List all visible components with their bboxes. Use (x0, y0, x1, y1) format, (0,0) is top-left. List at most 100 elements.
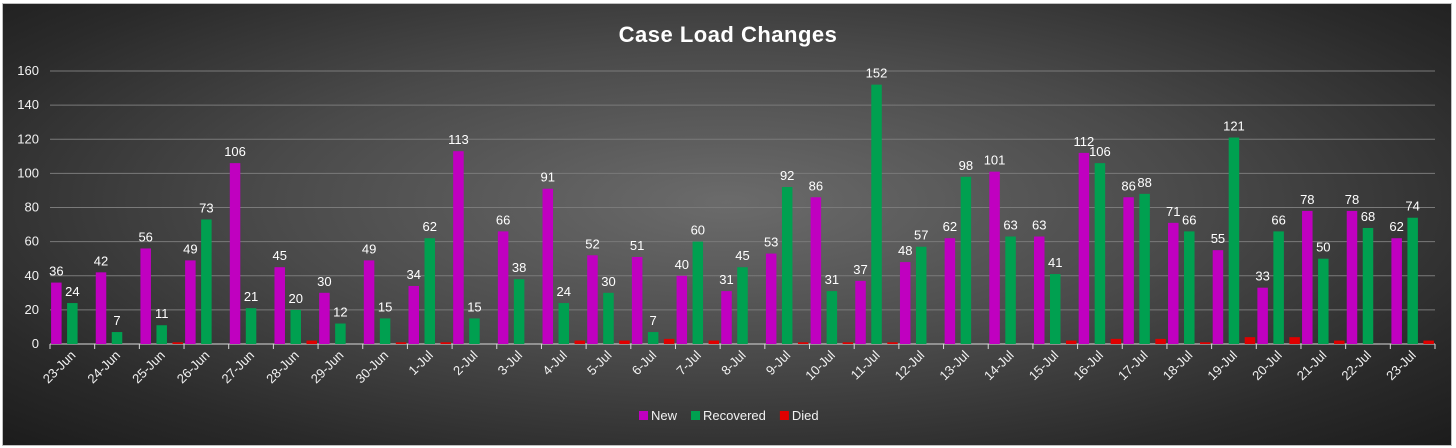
data-label: 60 (691, 223, 705, 238)
bar-recovered (871, 84, 882, 345)
x-tick-label: 6-Jul (629, 347, 660, 378)
bar-new (1033, 236, 1045, 344)
data-label: 57 (914, 228, 928, 243)
bar-died (797, 342, 809, 344)
bar-new (587, 255, 598, 344)
y-tick-label: 40 (25, 268, 39, 283)
data-label: 49 (183, 241, 197, 256)
bar-chart: Case Load Changes 020406080100120140160 … (17, 22, 1436, 423)
legend-swatch-new (639, 411, 648, 420)
x-tick-label: 10-Jul (802, 347, 838, 383)
data-label: 34 (407, 267, 421, 282)
bar-died (1334, 340, 1345, 344)
x-tick-label: 12-Jul (892, 347, 928, 383)
data-label: 24 (65, 284, 79, 299)
bar-recovered (692, 241, 704, 344)
bar-died (1155, 338, 1166, 344)
bar-recovered (737, 267, 748, 344)
data-label: 66 (1271, 212, 1285, 227)
y-tick-label: 120 (17, 131, 39, 146)
x-tick-label: 14-Jul (981, 347, 1017, 383)
data-label: 30 (601, 274, 615, 289)
data-label: 63 (1032, 218, 1046, 233)
y-axis-ticks: 0 20 40 60 80 100 120 140 160 (17, 63, 39, 351)
x-tick-label: 22-Jul (1338, 347, 1374, 383)
data-label: 38 (512, 260, 526, 275)
data-label: 15 (467, 299, 481, 314)
data-label: 113 (448, 132, 469, 147)
data-label: 78 (1345, 192, 1359, 207)
bar-died (1289, 337, 1300, 344)
data-label: 31 (825, 272, 839, 287)
bar-recovered (201, 219, 212, 344)
x-tick-label: 27-Jun (218, 348, 257, 387)
bar-new (363, 260, 375, 344)
data-label: 11 (155, 306, 169, 321)
data-label: 50 (1316, 240, 1330, 255)
bar-new (1168, 222, 1179, 344)
data-label: 20 (288, 291, 302, 306)
bar-died (574, 340, 586, 344)
data-label: 152 (866, 66, 888, 81)
bar-recovered (558, 303, 570, 344)
bar-new (899, 262, 911, 344)
bar-new (229, 163, 241, 344)
data-label: 66 (1182, 212, 1196, 227)
data-label: 66 (496, 212, 510, 227)
x-tick-label: 23-Jun (40, 348, 79, 387)
bar-new (1212, 250, 1224, 344)
bar-new (408, 285, 420, 344)
bar-died (306, 340, 317, 344)
bar-recovered (826, 291, 838, 344)
bar-new (140, 248, 151, 344)
bar-recovered (111, 332, 123, 344)
data-label: 74 (1405, 199, 1419, 214)
x-tick-label: 4-Jul (539, 347, 570, 378)
x-tick-label: 20-Jul (1249, 347, 1285, 383)
bar-died (395, 342, 407, 344)
data-label: 112 (1074, 134, 1095, 149)
data-label: 92 (780, 168, 794, 183)
data-label: 86 (809, 178, 823, 193)
bar-recovered (290, 309, 301, 344)
y-tick-label: 80 (25, 200, 39, 215)
bar-died (1200, 342, 1211, 344)
bar-new (453, 151, 464, 344)
bar-recovered (335, 323, 346, 344)
chart-title: Case Load Changes (619, 22, 838, 47)
data-label: 101 (984, 153, 1006, 168)
bar-recovered (245, 308, 257, 344)
data-label: 49 (362, 241, 376, 256)
bar-died (1065, 340, 1077, 344)
x-tick-label: 11-Jul (848, 347, 883, 382)
data-label: 106 (1089, 144, 1111, 159)
data-label: 12 (333, 305, 347, 320)
x-tick-label: 17-Jul (1115, 347, 1151, 383)
data-label: 121 (1223, 119, 1245, 134)
x-tick-label: 26-Jun (174, 348, 213, 387)
bar-new (676, 275, 688, 344)
bars (51, 84, 1434, 345)
bar-recovered (960, 176, 972, 344)
bar-died (663, 338, 675, 344)
legend-label-died: Died (792, 408, 819, 423)
legend-swatch-recovered (691, 411, 701, 420)
chart-area: Case Load Changes 0 20 40 60 80 100 120 140 160 … (2, 3, 1452, 446)
data-label: 36 (49, 264, 63, 279)
bar-recovered (1273, 231, 1284, 344)
data-label: 48 (898, 243, 912, 258)
x-tick-label: 16-Jul (1070, 347, 1106, 383)
bar-new (810, 197, 822, 344)
x-tick-label: 30-Jun (352, 348, 391, 387)
bar-new (185, 260, 196, 344)
x-tick-label: 3-Jul (495, 347, 526, 378)
data-label: 91 (541, 170, 555, 185)
bar-new (721, 291, 732, 344)
x-tick-label: 13-Jul (936, 347, 972, 383)
bar-new (274, 267, 285, 344)
data-label: 62 (943, 219, 957, 234)
data-label: 68 (1361, 209, 1375, 224)
bar-died (619, 340, 630, 344)
legend: New Recovered Died (639, 408, 819, 423)
bar-died (1423, 340, 1434, 344)
